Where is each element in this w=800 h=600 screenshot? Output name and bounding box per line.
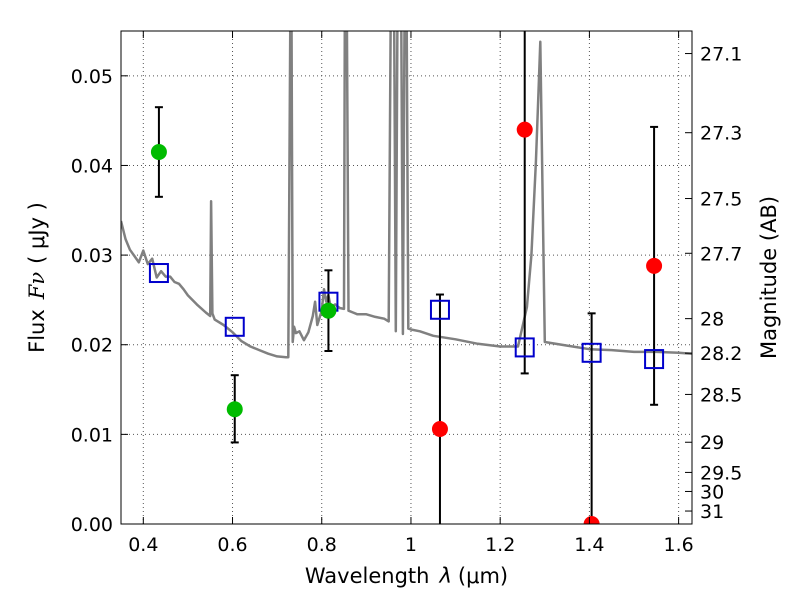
axis-ticks: 0.4 0.6 0.8 1 1.2 1.4 1.6 0.00 0.01 0.02 0.03 0.04 0… bbox=[71, 31, 742, 556]
x-tick-label: 0.4 bbox=[128, 534, 158, 556]
low-snr-point bbox=[646, 257, 663, 274]
y-tick-label: 0.03 bbox=[71, 245, 113, 267]
magnitude-tick-label: 27.5 bbox=[700, 189, 742, 211]
magnitude-tick-label: 27.1 bbox=[700, 44, 742, 66]
x-tick-label: 1.4 bbox=[574, 534, 604, 556]
x-tick-label: 0.8 bbox=[307, 534, 337, 556]
magnitude-tick-label: 30 bbox=[700, 481, 724, 503]
y-tick-label: 0.04 bbox=[71, 155, 113, 177]
low-snr-point bbox=[431, 420, 448, 437]
magnitude-tick-label: 31 bbox=[700, 501, 724, 523]
magnitude-tick-label: 27.7 bbox=[700, 243, 742, 265]
errorbar bbox=[587, 312, 596, 524]
low-snr-point bbox=[516, 121, 533, 138]
magnitude-tick-label: 29.5 bbox=[700, 462, 742, 484]
model-photometry-square bbox=[148, 263, 169, 284]
detection-point bbox=[150, 144, 167, 161]
magnitude-tick-label: 28.5 bbox=[700, 384, 742, 406]
x-axis-label: Wavelength λ (μm) bbox=[305, 564, 508, 588]
magnitude-tick-label: 29 bbox=[700, 432, 724, 454]
y-tick-label: 0.02 bbox=[71, 335, 113, 357]
x-tick-label: 1 bbox=[405, 534, 417, 556]
model-photometry-square bbox=[224, 316, 245, 337]
x-tick-label: 1.6 bbox=[664, 534, 694, 556]
x-tick-label: 1.2 bbox=[485, 534, 515, 556]
magnitude-tick-label: 27.3 bbox=[700, 123, 742, 145]
detection-point bbox=[226, 401, 243, 418]
low-snr-point bbox=[583, 516, 600, 524]
detection-point bbox=[320, 302, 337, 319]
model-photometry-square bbox=[514, 337, 535, 358]
sed-model-line bbox=[121, 31, 692, 359]
model-photometry-square bbox=[581, 342, 602, 363]
plot-area bbox=[121, 31, 692, 524]
y-tick-label: 0.00 bbox=[71, 514, 113, 536]
magnitude-tick-label: 28 bbox=[700, 309, 724, 331]
axes-frame bbox=[120, 30, 693, 525]
errorbar bbox=[435, 293, 444, 524]
y-tick-label: 0.01 bbox=[71, 424, 113, 446]
model-photometry-square bbox=[429, 299, 450, 320]
magnitude-tick-label: 28.2 bbox=[700, 343, 742, 365]
y-axis-label: FluxFν( μJy ) bbox=[25, 202, 49, 353]
x-tick-label: 0.6 bbox=[217, 534, 247, 556]
model-photometry-square bbox=[644, 349, 665, 370]
errorbar bbox=[520, 31, 529, 375]
magnitude-axis-label: Magnitude (AB) bbox=[757, 196, 781, 359]
y-tick-label: 0.05 bbox=[71, 66, 113, 88]
